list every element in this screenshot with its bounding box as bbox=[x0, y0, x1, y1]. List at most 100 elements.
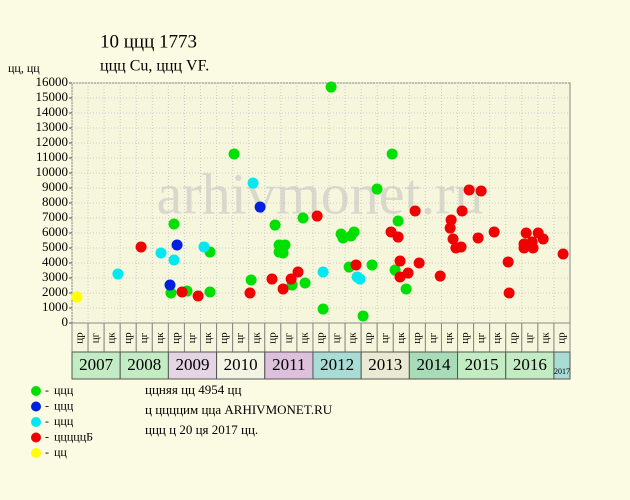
y-tick-label: 2000 bbox=[42, 284, 68, 299]
x-tick-label: цр bbox=[507, 332, 519, 344]
year-label: 2010 bbox=[224, 355, 258, 374]
y-tick-label: 13000 bbox=[36, 119, 69, 134]
x-tick-label: цк bbox=[106, 332, 118, 344]
data-point bbox=[171, 239, 183, 251]
x-tick-label: цр bbox=[459, 332, 471, 344]
note: ццняя цц 4954 цц bbox=[145, 382, 241, 397]
x-tick-label: цг bbox=[475, 332, 487, 343]
legend-dash: - bbox=[45, 383, 49, 397]
y-tick-label: 12000 bbox=[36, 134, 69, 149]
data-point bbox=[168, 218, 180, 230]
year-cell bbox=[457, 351, 507, 380]
year-label: 2011 bbox=[272, 355, 305, 374]
data-point bbox=[518, 242, 530, 254]
data-point bbox=[402, 267, 414, 279]
year-cell bbox=[167, 351, 218, 380]
data-point bbox=[475, 185, 487, 197]
x-tick-label: цк bbox=[491, 332, 503, 344]
data-point bbox=[176, 286, 188, 298]
data-point bbox=[371, 183, 383, 195]
y-tick-label: 10000 bbox=[36, 164, 69, 179]
x-tick-label: цк bbox=[298, 332, 310, 344]
data-point bbox=[520, 227, 532, 239]
data-point bbox=[444, 222, 456, 234]
data-point bbox=[317, 303, 329, 315]
y-tick-label: 9000 bbox=[42, 179, 68, 194]
y-tick-label: 14000 bbox=[36, 104, 69, 119]
legend-label: ццц bbox=[54, 383, 74, 397]
data-point bbox=[537, 233, 549, 245]
year-label: 2013 bbox=[368, 355, 402, 374]
data-point bbox=[245, 274, 257, 286]
year-label: 2015 bbox=[465, 355, 499, 374]
x-tick-label: цр bbox=[411, 332, 423, 344]
x-tick-label: цр bbox=[74, 332, 86, 344]
data-point bbox=[400, 283, 412, 295]
y-tick-label: 15000 bbox=[36, 89, 69, 104]
year-cell bbox=[553, 351, 571, 380]
data-point bbox=[168, 254, 180, 266]
x-tick-label: цр bbox=[363, 332, 375, 344]
x-tick-label: цр bbox=[266, 332, 278, 344]
data-point bbox=[311, 210, 323, 222]
x-tick-label: цг bbox=[379, 332, 391, 343]
x-tick-label: цр bbox=[122, 332, 134, 344]
legend-dash: - bbox=[45, 445, 49, 459]
year-cell bbox=[360, 351, 410, 380]
data-point bbox=[392, 215, 404, 227]
legend-dash: - bbox=[45, 398, 49, 412]
data-point bbox=[350, 259, 362, 271]
data-point bbox=[557, 248, 569, 260]
x-tick-label: цк bbox=[202, 332, 214, 344]
y-tick-label: 3000 bbox=[42, 269, 68, 284]
note: ц ццццим цца ARHIVMONET.RU bbox=[145, 402, 333, 417]
legend-label: цццццБ bbox=[54, 429, 93, 443]
year-cell bbox=[408, 351, 459, 380]
x-tick-label: цк bbox=[154, 332, 166, 344]
x-tick-label: цк bbox=[250, 332, 262, 344]
legend-label: ццц bbox=[54, 414, 74, 428]
data-point bbox=[285, 273, 297, 285]
data-point bbox=[228, 148, 240, 160]
x-tick-label: цр bbox=[555, 332, 567, 344]
data-point bbox=[254, 201, 266, 213]
x-tick-label: цк bbox=[395, 332, 407, 344]
data-point bbox=[269, 219, 281, 231]
year-cell bbox=[505, 351, 555, 380]
x-tick-label: цг bbox=[138, 332, 150, 343]
year-cell bbox=[71, 351, 121, 380]
data-point bbox=[434, 270, 446, 282]
year-label: 2008 bbox=[127, 355, 161, 374]
data-point bbox=[527, 242, 539, 254]
y-tick-label: 0 bbox=[62, 314, 69, 329]
x-tick-label: цк bbox=[347, 332, 359, 344]
data-point bbox=[71, 291, 83, 303]
x-tick-label: цр bbox=[218, 332, 230, 344]
legend-dash: - bbox=[45, 429, 49, 443]
data-point bbox=[325, 81, 337, 93]
data-point bbox=[413, 257, 425, 269]
x-tick-label: цг bbox=[427, 332, 439, 343]
x-tick-label: цг bbox=[282, 332, 294, 343]
data-point bbox=[463, 184, 475, 196]
y-tick-label: 11000 bbox=[36, 149, 68, 164]
x-tick-label: цг bbox=[90, 332, 102, 343]
year-label: 2017 bbox=[554, 367, 570, 376]
legend-label: ццц bbox=[54, 398, 74, 412]
data-point bbox=[244, 287, 256, 299]
data-point bbox=[155, 247, 167, 259]
data-point bbox=[317, 266, 329, 278]
data-point bbox=[392, 231, 404, 243]
data-point bbox=[357, 310, 369, 322]
legend-marker bbox=[31, 386, 41, 396]
legend-label: цц bbox=[54, 445, 67, 459]
data-point bbox=[266, 273, 278, 285]
data-point bbox=[445, 214, 457, 226]
chart-title: 10 ццц 1773 bbox=[100, 31, 197, 52]
x-tick-label: цг bbox=[331, 332, 343, 343]
year-label: 2016 bbox=[513, 355, 547, 374]
data-point bbox=[277, 247, 289, 259]
data-point bbox=[386, 148, 398, 160]
data-point bbox=[348, 226, 360, 238]
data-point bbox=[455, 241, 467, 253]
